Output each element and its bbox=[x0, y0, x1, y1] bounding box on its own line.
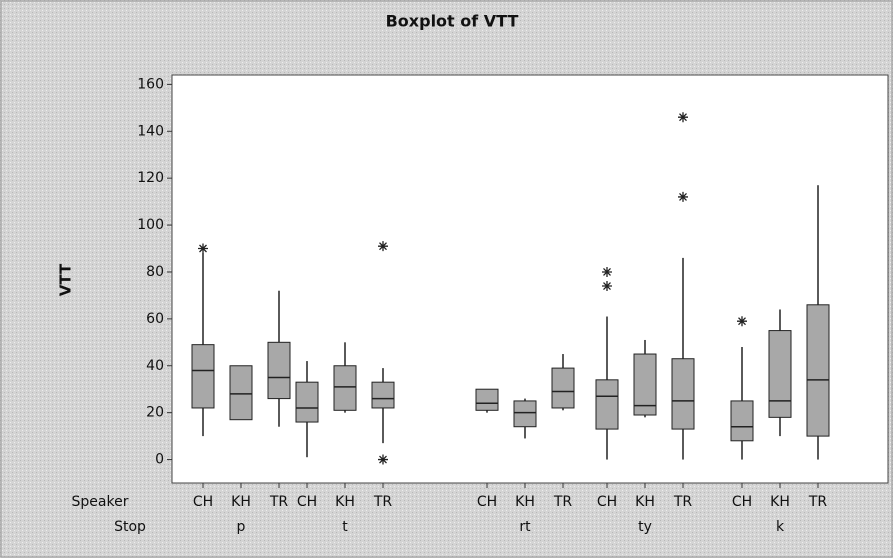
y-axis-label: VTT bbox=[57, 263, 75, 296]
speaker-label: TR bbox=[373, 494, 393, 510]
y-tick-label: 160 bbox=[137, 76, 164, 92]
box bbox=[475, 388, 499, 411]
speaker-label: TR bbox=[808, 494, 828, 510]
y-tick-label: 20 bbox=[146, 405, 164, 421]
stop-label: t bbox=[342, 519, 348, 535]
outlier bbox=[602, 266, 612, 277]
speaker-label: KH bbox=[231, 494, 251, 510]
y-tick-label: 120 bbox=[137, 170, 164, 186]
box bbox=[295, 381, 319, 423]
box bbox=[333, 365, 357, 411]
speaker-label: CH bbox=[477, 494, 497, 510]
speaker-label: KH bbox=[515, 494, 535, 510]
chart-title: Boxplot of VTT bbox=[386, 12, 519, 31]
outlier bbox=[678, 191, 688, 202]
outlier bbox=[602, 281, 612, 292]
y-tick-label: 100 bbox=[137, 217, 164, 233]
y-tick-label: 60 bbox=[146, 311, 164, 327]
y-tick-label: 0 bbox=[155, 452, 164, 468]
speaker-label: TR bbox=[269, 494, 289, 510]
row-label: Stop bbox=[114, 519, 146, 535]
box bbox=[595, 379, 619, 430]
outlier bbox=[737, 316, 747, 327]
box bbox=[229, 365, 253, 421]
outlier bbox=[378, 454, 388, 465]
stop-label: rt bbox=[519, 519, 531, 535]
speaker-label: KH bbox=[335, 494, 355, 510]
box bbox=[633, 353, 657, 416]
box bbox=[267, 341, 291, 400]
speaker-label: CH bbox=[193, 494, 213, 510]
box bbox=[806, 304, 830, 437]
box bbox=[768, 330, 792, 418]
y-tick-label: 40 bbox=[146, 358, 164, 374]
stop-label: p bbox=[237, 519, 246, 535]
speaker-label: KH bbox=[635, 494, 655, 510]
speaker-label: TR bbox=[553, 494, 573, 510]
box bbox=[371, 381, 395, 409]
box bbox=[671, 358, 695, 430]
outlier bbox=[198, 243, 208, 254]
box bbox=[191, 344, 215, 409]
box bbox=[551, 367, 575, 409]
speaker-label: CH bbox=[732, 494, 752, 510]
outlier bbox=[378, 241, 388, 252]
row-label: Speaker bbox=[72, 494, 129, 510]
speaker-label: CH bbox=[297, 494, 317, 510]
y-tick-label: 140 bbox=[137, 123, 164, 139]
box bbox=[730, 400, 754, 442]
outlier bbox=[678, 112, 688, 123]
y-tick-label: 80 bbox=[146, 264, 164, 280]
speaker-label: KH bbox=[770, 494, 790, 510]
speaker-label: CH bbox=[597, 494, 617, 510]
speaker-label: TR bbox=[673, 494, 693, 510]
box bbox=[513, 400, 537, 428]
stop-label: ty bbox=[638, 519, 652, 535]
stop-label: k bbox=[776, 519, 785, 535]
